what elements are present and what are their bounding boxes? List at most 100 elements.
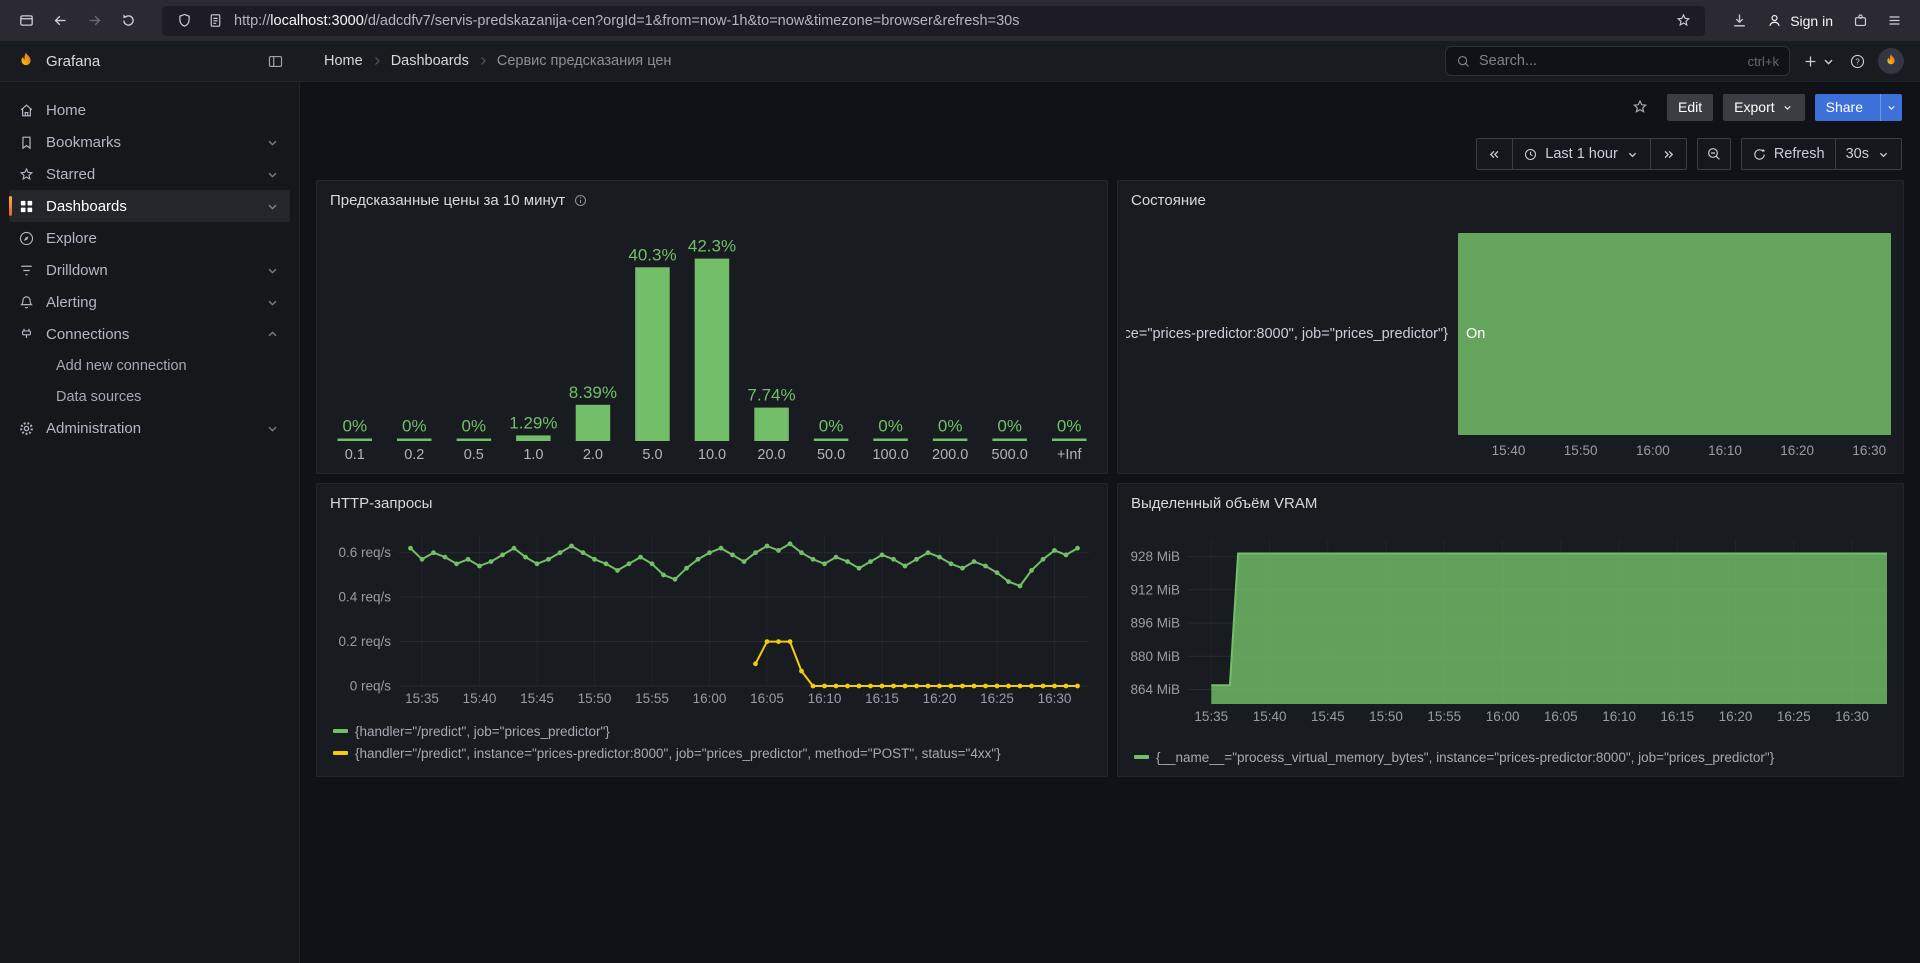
time-shift-back-button[interactable] [1477, 139, 1512, 169]
app-menu-icon[interactable] [1878, 6, 1910, 36]
chevron-right-icon [371, 55, 383, 67]
area-chart[interactable]: 15:3515:4015:4515:5015:5516:0016:0516:10… [1126, 522, 1895, 768]
panel-header[interactable]: Состояние [1118, 181, 1903, 219]
panel-header[interactable]: HTTP-запросы [317, 484, 1107, 522]
svg-text:0.2: 0.2 [404, 447, 424, 463]
panel-title: HTTP-запросы [330, 495, 432, 512]
panel-predicted-prices: Предсказанные цены за 10 минут 0% 0.1 0% 0.… [316, 180, 1108, 474]
sidebar-item-drilldown[interactable]: Drilldown [9, 254, 290, 286]
svg-text:0%: 0% [1057, 417, 1082, 436]
clock-icon [1523, 147, 1538, 162]
favorite-star-icon[interactable] [1631, 98, 1649, 116]
svg-text:15:55: 15:55 [635, 691, 669, 706]
compass-icon [18, 230, 35, 247]
new-button[interactable] [1802, 53, 1837, 70]
histogram-chart[interactable]: 0%0.10%0.20%0.51.29%1.08.39%2.040.3%5.04… [325, 219, 1099, 465]
svg-text:0.2 req/s: 0.2 req/s [338, 634, 391, 649]
sidebar-item-label: Alerting [46, 294, 97, 311]
sidebar-item-dashboards[interactable]: Dashboards [9, 190, 290, 222]
sidebar-item-add-new-connection[interactable]: Add new connection [9, 350, 290, 381]
sidebar-item-alerting[interactable]: Alerting [9, 286, 290, 318]
panel-header[interactable]: Выделенный объём VRAM [1118, 484, 1903, 522]
chevron-down-icon[interactable] [264, 198, 281, 215]
svg-text:1.29%: 1.29% [509, 413, 557, 432]
share-button[interactable]: Share [1815, 94, 1902, 121]
shield-icon[interactable] [172, 6, 196, 36]
sidebar-item-administration[interactable]: Administration [9, 412, 290, 444]
svg-text:16:15: 16:15 [865, 691, 899, 706]
url-prefix: http:// [234, 13, 270, 29]
refresh-interval-label: 30s [1846, 146, 1869, 162]
page-info-icon[interactable] [203, 6, 227, 36]
chevron-up-icon[interactable] [264, 326, 281, 343]
chevron-down-icon[interactable] [264, 420, 281, 437]
panel-header[interactable]: Предсказанные цены за 10 минут [317, 181, 1107, 219]
sidebar-item-starred[interactable]: Starred [9, 158, 290, 190]
help-button[interactable]: ? [1849, 53, 1866, 70]
svg-text:15:55: 15:55 [1427, 709, 1461, 724]
svg-text:0%: 0% [938, 417, 963, 436]
legend-label: {__name__="process_virtual_memory_bytes"… [1156, 750, 1774, 765]
sidebar-item-data-sources[interactable]: Data sources [9, 381, 290, 412]
zoom-out-button[interactable] [1697, 138, 1731, 170]
svg-text:16:30: 16:30 [1038, 691, 1072, 706]
forward-icon[interactable] [78, 6, 110, 36]
sidebar-item-home[interactable]: Home [9, 94, 290, 126]
state-timeline-chart[interactable]: ance="prices-predictor:8000", job="price… [1126, 219, 1895, 465]
grafana-top-nav: Grafana Home Dashboards Сервис предсказа… [0, 41, 1920, 82]
breadcrumb-home[interactable]: Home [324, 53, 363, 69]
back-icon[interactable] [44, 6, 76, 36]
info-icon[interactable] [573, 193, 588, 208]
legend-item[interactable]: {__name__="process_virtual_memory_bytes"… [1134, 746, 1891, 768]
refresh-button[interactable]: Refresh [1742, 139, 1835, 169]
time-shift-forward-button[interactable] [1650, 139, 1686, 169]
url-text[interactable]: http://localhost:3000/d/adcdfv7/servis-p… [234, 13, 1664, 29]
refresh-interval-dropdown[interactable]: 30s [1835, 139, 1901, 169]
svg-text:912 MiB: 912 MiB [1130, 582, 1180, 597]
edit-button[interactable]: Edit [1667, 94, 1713, 121]
extensions-icon[interactable] [1844, 6, 1876, 36]
legend-label: {handler="/predict", job="prices_predict… [355, 724, 610, 739]
chevron-down-icon[interactable] [264, 262, 281, 279]
reload-icon[interactable] [112, 6, 144, 36]
chevron-down-icon[interactable] [264, 294, 281, 311]
share-dropdown[interactable] [1880, 94, 1902, 121]
svg-text:0%: 0% [343, 417, 368, 436]
chevron-down-icon[interactable] [264, 166, 281, 183]
share-label[interactable]: Share [1815, 94, 1874, 121]
sidebar-item-label: Drilldown [46, 262, 108, 279]
breadcrumb-dashboards[interactable]: Dashboards [391, 53, 469, 69]
chevron-down-icon [1885, 101, 1898, 114]
svg-text:0.6 req/s: 0.6 req/s [338, 545, 391, 560]
search-input[interactable]: Search... ctrl+k [1445, 46, 1790, 76]
panel-http-requests: HTTP-запросы 15:3515:4015:4515:5015:5516… [316, 483, 1108, 777]
chevron-down-icon [1876, 147, 1891, 162]
legend-item[interactable]: {handler="/predict", instance="prices-pr… [333, 742, 1095, 764]
gear-icon [18, 420, 35, 437]
state-bar[interactable] [1458, 233, 1891, 435]
sidebar-item-label: Connections [46, 326, 129, 343]
time-range-picker[interactable]: Last 1 hour [1512, 139, 1650, 169]
download-icon[interactable] [1723, 6, 1755, 36]
url-bar[interactable]: http://localhost:3000/d/adcdfv7/servis-p… [162, 6, 1705, 36]
dock-sidebar-icon[interactable] [267, 53, 284, 70]
chevron-right-icon [477, 55, 489, 67]
sidebar-item-connections[interactable]: Connections [9, 318, 290, 350]
bookmark-star-icon[interactable] [1671, 6, 1695, 36]
svg-text:2.0: 2.0 [583, 447, 603, 463]
svg-text:15:45: 15:45 [520, 691, 554, 706]
chevron-down-icon[interactable] [264, 134, 281, 151]
sign-in-button[interactable]: Sign in [1757, 6, 1842, 36]
browser-view-icon[interactable] [10, 6, 42, 36]
export-button[interactable]: Export [1723, 94, 1804, 121]
svg-text:40.3%: 40.3% [628, 245, 676, 264]
legend-swatch-green [333, 729, 348, 733]
avatar[interactable] [1878, 48, 1904, 74]
panel-vram: Выделенный объём VRAM 15:3515:4015:4515:… [1117, 483, 1904, 777]
svg-text:200.0: 200.0 [932, 447, 968, 463]
legend-item[interactable]: {handler="/predict", job="prices_predict… [333, 720, 1095, 742]
chevron-down-icon [1781, 101, 1794, 114]
sidebar-item-explore[interactable]: Explore [9, 222, 290, 254]
sidebar-item-bookmarks[interactable]: Bookmarks [9, 126, 290, 158]
svg-text:0.1: 0.1 [345, 447, 365, 463]
